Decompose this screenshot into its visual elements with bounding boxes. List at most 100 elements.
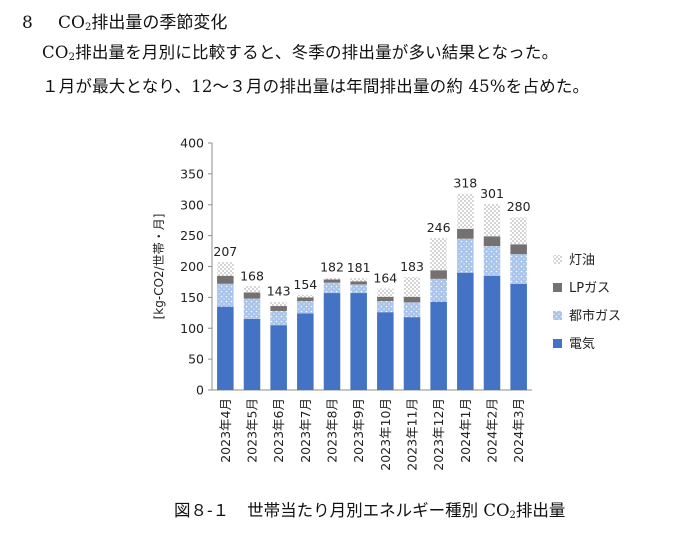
- bar-segment-city-gas: [430, 278, 447, 302]
- x-tick-label: 2023年7月: [298, 398, 313, 463]
- legend-swatch: [553, 311, 562, 320]
- y-tick-label: 400: [180, 136, 204, 151]
- y-tick-label: 150: [180, 290, 204, 305]
- bar-segment-electricity: [403, 317, 421, 390]
- bar-segment-electricity: [430, 301, 447, 390]
- y-tick-label: 200: [180, 259, 204, 274]
- bar-segment-kerosene: [430, 238, 447, 271]
- legend-label: 電気: [569, 336, 595, 352]
- total-data-label: 181: [347, 260, 371, 275]
- total-data-label: 168: [240, 268, 264, 283]
- bar-segment-kerosene: [323, 277, 341, 280]
- bar-segment-kerosene: [243, 286, 261, 293]
- bar-segment-kerosene: [510, 217, 527, 245]
- legend-label: 都市ガス: [569, 308, 621, 324]
- section-title-prefix: CO: [58, 13, 85, 33]
- x-tick-label: 2024年2月: [485, 398, 500, 463]
- bar-segment-city-gas: [483, 246, 501, 276]
- total-data-label: 164: [373, 271, 397, 286]
- y-tick-label: 100: [180, 321, 204, 336]
- section-title-suffix: 排出量の季節変化: [91, 13, 228, 33]
- bar-segment-electricity: [350, 293, 367, 390]
- bar-segment-city-gas: [270, 310, 287, 326]
- bar-segment-kerosene: [377, 288, 394, 297]
- bar-segment-electricity: [270, 325, 287, 390]
- bar-segment-city-gas: [323, 282, 341, 294]
- x-tick-label: 2023年10月: [378, 398, 393, 471]
- bar-segment-lp-gas: [510, 244, 527, 255]
- bar-segment-lp-gas: [323, 279, 341, 283]
- bar-segment-lp-gas: [270, 306, 287, 311]
- bar-segment-kerosene: [457, 193, 474, 229]
- bar-segment-city-gas: [297, 301, 314, 314]
- caption-prefix: 世帯当たり月別エネルギー種別 CO: [247, 501, 510, 520]
- bar-segment-city-gas: [510, 254, 527, 284]
- bar-segment-kerosene: [297, 294, 314, 298]
- total-data-label: 280: [507, 199, 531, 214]
- y-tick-label: 0: [196, 383, 204, 398]
- paragraph-1: CO2排出量を月別に比較すると、冬季の排出量が多い結果となった。: [42, 39, 558, 63]
- total-data-label: 154: [293, 277, 317, 292]
- y-tick-label: 50: [188, 352, 204, 367]
- bar-segment-electricity: [217, 306, 234, 390]
- bar-segment-lp-gas: [430, 270, 447, 279]
- bar-segment-lp-gas: [217, 275, 234, 284]
- bar-segment-lp-gas: [377, 296, 394, 302]
- legend-swatch: [553, 255, 562, 264]
- bar-segment-electricity: [377, 312, 394, 390]
- paragraph-1-prefix: CO: [42, 43, 69, 62]
- bar-segment-city-gas: [350, 284, 367, 294]
- bar-segment-lp-gas: [457, 228, 474, 239]
- bar-segment-electricity: [297, 313, 314, 390]
- total-data-label: 183: [400, 259, 424, 274]
- bar-segment-city-gas: [217, 283, 234, 307]
- total-data-label: 143: [267, 284, 291, 299]
- y-axis-title: [kg-CO2/世帯・月]: [152, 214, 166, 320]
- total-data-label: 246: [427, 220, 451, 235]
- x-tick-label: 2023年8月: [325, 398, 340, 463]
- total-data-label: 318: [453, 176, 477, 191]
- total-data-label: 301: [480, 186, 504, 201]
- bar-segment-kerosene: [483, 204, 501, 237]
- paragraph-2: １月が最大となり、12～３月の排出量は年間排出量の約 45%を占めた。: [42, 77, 590, 96]
- x-tick-label: 2023年12月: [431, 398, 446, 471]
- bar-segment-electricity: [457, 272, 474, 390]
- legend-label: 灯油: [569, 253, 595, 268]
- bar-segment-lp-gas: [350, 281, 367, 285]
- legend-swatch: [553, 339, 562, 348]
- section-title-subscript: 2: [84, 22, 92, 33]
- bar-segment-electricity: [243, 318, 261, 390]
- bar-segment-city-gas: [377, 301, 394, 313]
- caption-subscript: 2: [509, 510, 516, 521]
- bar-segment-kerosene: [403, 276, 421, 297]
- legend-label: LPガス: [569, 281, 610, 296]
- x-tick-label: 2023年6月: [271, 398, 286, 463]
- total-data-label: 207: [213, 244, 237, 259]
- total-data-label: 182: [320, 260, 344, 275]
- figure-number: 図８-１: [174, 501, 230, 520]
- x-tick-label: 2024年3月: [511, 398, 526, 463]
- y-tick-label: 300: [180, 197, 204, 212]
- bar-segment-lp-gas: [243, 292, 261, 299]
- x-tick-label: 2023年11月: [405, 398, 420, 471]
- bar-segment-kerosene: [270, 301, 287, 307]
- bar-segment-lp-gas: [483, 236, 501, 247]
- bar-segment-electricity: [483, 275, 501, 390]
- x-tick-label: 2023年5月: [245, 398, 260, 463]
- legend-swatch: [553, 283, 562, 292]
- section-number: 8: [22, 13, 33, 33]
- bar-segment-electricity: [510, 283, 527, 390]
- x-tick-label: 2023年4月: [218, 398, 233, 463]
- figure-caption: 図８-１ 世帯当たり月別エネルギー種別 CO2排出量: [174, 497, 565, 521]
- bar-segment-kerosene: [350, 278, 367, 282]
- bar-segment-city-gas: [243, 298, 261, 319]
- bar-segment-lp-gas: [297, 297, 314, 302]
- x-tick-label: 2024年1月: [458, 398, 473, 463]
- x-tick-label: 2023年9月: [351, 398, 366, 463]
- bar-segment-city-gas: [457, 238, 474, 273]
- bar-segment-city-gas: [403, 302, 421, 318]
- section-heading: 8 CO2排出量の季節変化: [22, 8, 227, 33]
- y-tick-label: 250: [180, 228, 204, 243]
- caption-suffix: 排出量: [515, 501, 566, 520]
